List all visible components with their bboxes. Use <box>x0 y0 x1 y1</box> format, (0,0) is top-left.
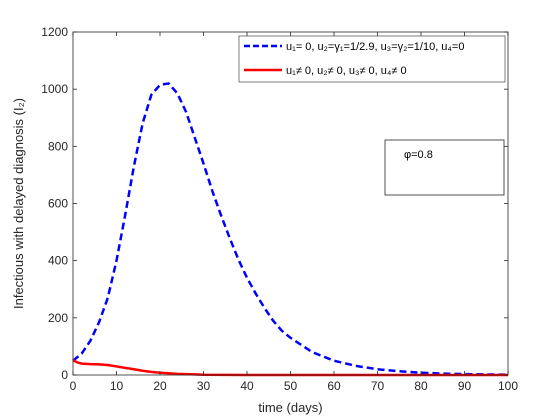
x-tick-label: 80 <box>414 379 428 393</box>
x-tick-label: 70 <box>371 379 385 393</box>
y-tick-label: 400 <box>48 254 68 268</box>
legend-entry-red: u₁≠ 0, u₂≠ 0, u₃≠ 0, u₄≠ 0 <box>286 65 407 77</box>
x-tick-label: 10 <box>110 379 124 393</box>
x-tick-label: 90 <box>458 379 472 393</box>
x-axis-label: time (days) <box>258 400 322 415</box>
x-tick-label: 40 <box>240 379 254 393</box>
series-line-blue <box>72 82 509 376</box>
y-tick-label: 1000 <box>41 82 68 96</box>
y-tick-label: 1200 <box>41 25 68 39</box>
legend-box <box>238 35 506 83</box>
ticks-layer: 0 10 20 30 40 50 60 70 80 90 100020040060080010001… <box>41 25 518 393</box>
y-tick-label: 600 <box>48 197 68 211</box>
annotation-phi: φ=0.8 <box>404 149 433 161</box>
y-tick-label: 0 <box>61 368 68 382</box>
legend-entry-blue: u₁= 0, u₂=γ₁=1/2.9, u₃=γ₂=1/10, u₄=0 <box>286 41 464 53</box>
x-tick-label: 50 <box>284 379 298 393</box>
y-axis-label: Infectious with delayed diagnosis (I₂) <box>11 98 26 309</box>
y-tick-label: 200 <box>48 311 68 325</box>
x-tick-label: 30 <box>197 379 211 393</box>
x-tick-label: 20 <box>153 379 167 393</box>
x-tick-label: 100 <box>498 379 518 393</box>
annotation-frame <box>384 139 505 196</box>
x-tick-label: 0 <box>70 379 77 393</box>
plot-area <box>73 32 508 375</box>
annotation-box: φ=0.8 <box>384 139 505 196</box>
y-tick-label: 800 <box>48 139 68 153</box>
legend: u₁= 0, u₂=γ₁=1/2.9, u₃=γ₂=1/10, u₄=0 u₁≠… <box>238 35 506 83</box>
x-tick-label: 60 <box>327 379 341 393</box>
